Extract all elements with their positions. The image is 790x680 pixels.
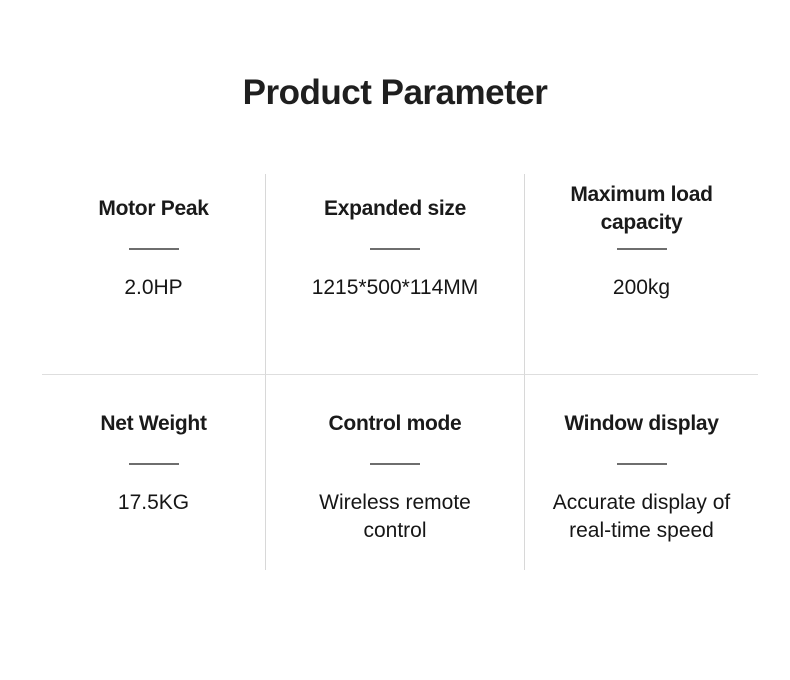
- spec-heading: Maximum load capacity: [570, 182, 713, 234]
- spec-grid: Motor Peak 2.0HP Expanded size 1215*500*…: [42, 174, 758, 570]
- page-title: Product Parameter: [242, 73, 548, 113]
- heading-divider: [616, 248, 667, 250]
- spec-heading: Net Weight: [100, 411, 207, 435]
- spec-heading: Expanded size: [324, 196, 466, 220]
- spec-heading: Motor Peak: [98, 196, 209, 220]
- heading-divider: [128, 248, 179, 250]
- spec-value: 2.0HP: [124, 276, 183, 299]
- spec-cell-control-mode: Control mode Wireless remote control: [266, 375, 525, 570]
- spec-value: 200kg: [612, 276, 671, 299]
- spec-cell-window-display: Window display Accurate display of real-…: [525, 375, 758, 570]
- spec-value: Accurate display of real-time speed: [552, 491, 731, 543]
- heading-divider: [128, 463, 179, 465]
- spec-heading: Control mode: [328, 411, 462, 435]
- spec-cell-net-weight: Net Weight 17.5KG: [42, 375, 266, 570]
- spec-value: Wireless remote control: [319, 491, 471, 543]
- spec-value: 1215*500*114MM: [311, 276, 479, 299]
- heading-divider: [370, 248, 420, 250]
- spec-heading: Window display: [564, 411, 719, 435]
- spec-cell-motor-peak: Motor Peak 2.0HP: [42, 174, 266, 375]
- heading-divider: [616, 463, 667, 465]
- spec-cell-expanded-size: Expanded size 1215*500*114MM: [266, 174, 525, 375]
- spec-value: 17.5KG: [117, 491, 190, 514]
- heading-divider: [370, 463, 420, 465]
- spec-cell-maximum-load-capacity: Maximum load capacity 200kg: [525, 174, 758, 375]
